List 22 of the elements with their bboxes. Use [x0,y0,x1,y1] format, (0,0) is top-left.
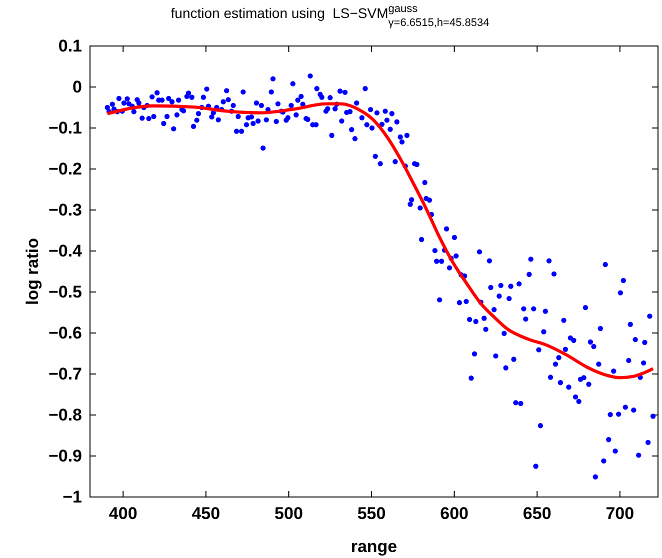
x-tick-label: 450 [192,504,220,524]
y-axis-title: log ratio [23,238,42,306]
x-tick-label: 600 [440,504,468,524]
y-tick-label: −0.6 [48,323,82,342]
y-tick-label: −0.3 [48,200,82,220]
y-tick-label: 0.1 [58,36,82,56]
line-series [106,102,655,380]
x-tick-label: 550 [357,504,386,524]
x-tick-label: 500 [274,504,303,524]
x-tick-label: 400 [108,504,138,524]
x-tick-label: 700 [606,504,634,524]
y-tick-label: −0.5 [48,282,82,302]
y-tick-label: −0.4 [48,241,83,260]
x-tick-label: 650 [522,504,552,524]
y-tick-label: −0.8 [48,405,82,424]
y-tick-label: 0 [72,77,82,96]
x-axis-title: range [350,537,398,556]
y-tick-label: −0.9 [48,446,82,466]
y-tick-label: −0.1 [48,118,82,138]
y-tick-label: −1 [62,487,82,506]
y-tick-label: −0.7 [48,364,82,384]
y-tick-label: −0.2 [48,159,82,178]
